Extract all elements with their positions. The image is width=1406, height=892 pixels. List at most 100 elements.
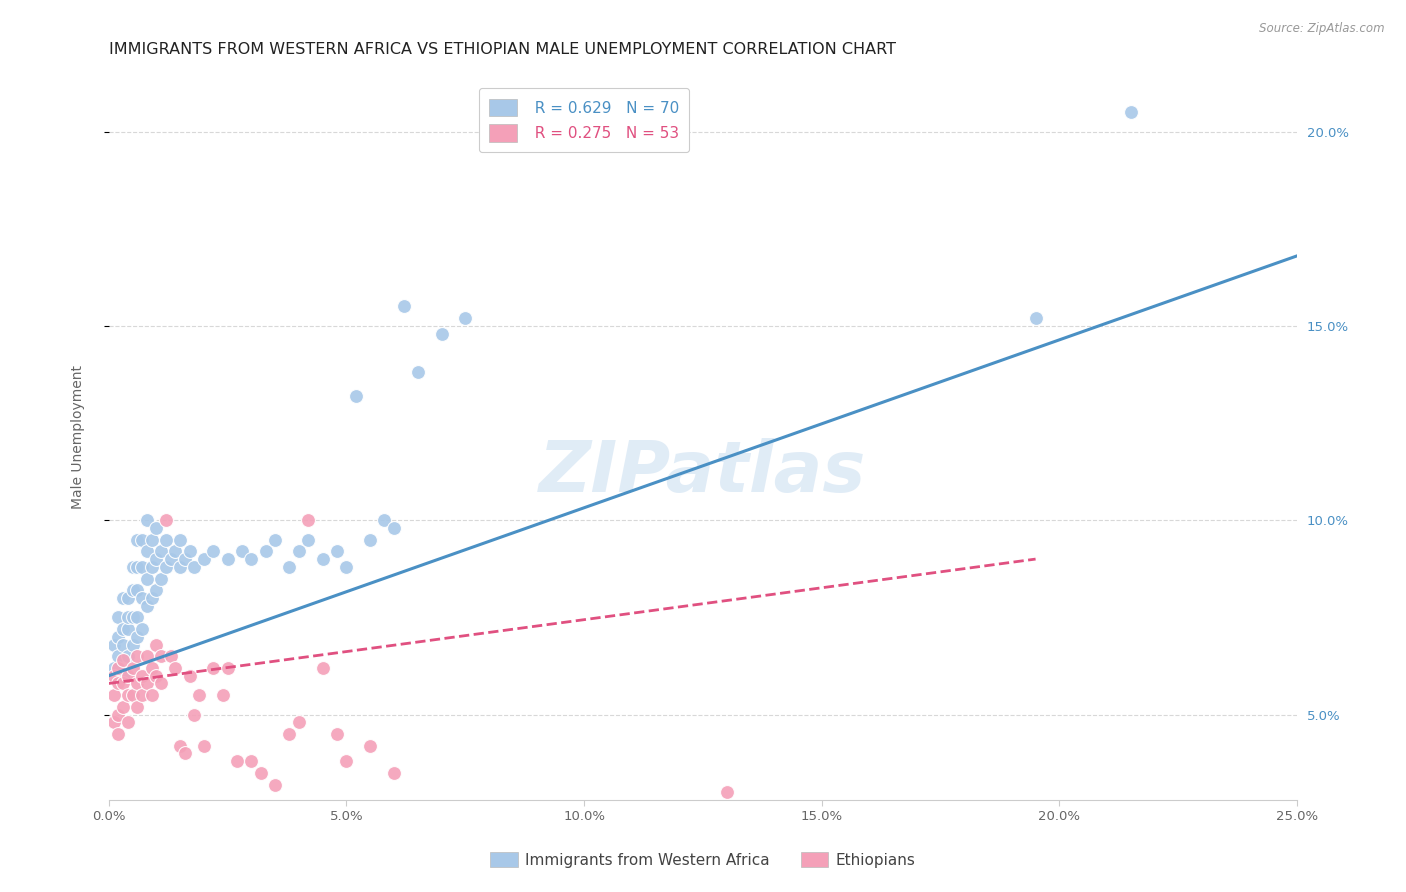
Point bbox=[406, 366, 429, 380]
Point bbox=[117, 622, 139, 636]
Point bbox=[174, 552, 197, 566]
Point bbox=[103, 688, 125, 702]
Point bbox=[169, 559, 191, 574]
Point bbox=[359, 739, 381, 753]
Point bbox=[135, 572, 157, 586]
Point bbox=[127, 583, 149, 598]
Point bbox=[278, 727, 301, 741]
Point bbox=[278, 559, 301, 574]
Point bbox=[165, 661, 187, 675]
Point bbox=[159, 552, 181, 566]
Point bbox=[382, 521, 405, 535]
Point bbox=[240, 552, 263, 566]
Point bbox=[1025, 311, 1047, 326]
Point bbox=[112, 653, 135, 667]
Point bbox=[145, 552, 167, 566]
Point bbox=[202, 544, 225, 558]
Point bbox=[127, 610, 149, 624]
Point bbox=[117, 688, 139, 702]
Point bbox=[155, 533, 177, 547]
Point bbox=[103, 715, 125, 730]
Point bbox=[107, 676, 129, 690]
Point bbox=[112, 622, 135, 636]
Point bbox=[141, 661, 163, 675]
Point bbox=[107, 727, 129, 741]
Point bbox=[107, 661, 129, 675]
Point bbox=[127, 676, 149, 690]
Point bbox=[107, 649, 129, 664]
Point bbox=[254, 544, 277, 558]
Point bbox=[107, 610, 129, 624]
Point bbox=[1119, 105, 1142, 120]
Point bbox=[312, 552, 335, 566]
Point bbox=[112, 676, 135, 690]
Point bbox=[127, 649, 149, 664]
Point bbox=[250, 765, 273, 780]
Point bbox=[103, 661, 125, 675]
Point bbox=[135, 513, 157, 527]
Point bbox=[112, 699, 135, 714]
Point bbox=[127, 533, 149, 547]
Legend: Immigrants from Western Africa, Ethiopians: Immigrants from Western Africa, Ethiopia… bbox=[482, 844, 924, 875]
Point bbox=[135, 599, 157, 613]
Point bbox=[150, 676, 173, 690]
Point bbox=[392, 300, 415, 314]
Point bbox=[155, 513, 177, 527]
Point bbox=[183, 707, 205, 722]
Point bbox=[112, 638, 135, 652]
Point bbox=[373, 513, 395, 527]
Point bbox=[117, 610, 139, 624]
Point bbox=[454, 311, 477, 326]
Point bbox=[297, 533, 319, 547]
Point bbox=[382, 765, 405, 780]
Point bbox=[179, 668, 201, 682]
Point bbox=[716, 785, 738, 799]
Point bbox=[288, 544, 311, 558]
Point bbox=[264, 778, 287, 792]
Text: IMMIGRANTS FROM WESTERN AFRICA VS ETHIOPIAN MALE UNEMPLOYMENT CORRELATION CHART: IMMIGRANTS FROM WESTERN AFRICA VS ETHIOP… bbox=[108, 42, 896, 57]
Point bbox=[240, 754, 263, 768]
Point bbox=[121, 638, 143, 652]
Point bbox=[145, 583, 167, 598]
Point bbox=[145, 668, 167, 682]
Point bbox=[335, 559, 357, 574]
Point bbox=[155, 559, 177, 574]
Point bbox=[183, 559, 205, 574]
Point bbox=[117, 591, 139, 605]
Y-axis label: Male Unemployment: Male Unemployment bbox=[72, 365, 86, 508]
Point bbox=[335, 754, 357, 768]
Point bbox=[141, 533, 163, 547]
Point bbox=[150, 649, 173, 664]
Point bbox=[127, 630, 149, 644]
Point bbox=[112, 591, 135, 605]
Point bbox=[141, 591, 163, 605]
Point bbox=[117, 668, 139, 682]
Point bbox=[145, 638, 167, 652]
Point bbox=[326, 544, 349, 558]
Point bbox=[226, 754, 249, 768]
Point bbox=[217, 552, 239, 566]
Point bbox=[131, 591, 153, 605]
Point bbox=[212, 688, 235, 702]
Point bbox=[131, 668, 153, 682]
Point bbox=[121, 688, 143, 702]
Point bbox=[264, 533, 287, 547]
Point bbox=[150, 544, 173, 558]
Point bbox=[127, 559, 149, 574]
Point bbox=[231, 544, 253, 558]
Text: ZIPatlas: ZIPatlas bbox=[540, 439, 866, 508]
Point bbox=[159, 649, 181, 664]
Point bbox=[193, 739, 215, 753]
Point bbox=[121, 610, 143, 624]
Point bbox=[135, 544, 157, 558]
Point bbox=[174, 747, 197, 761]
Point bbox=[288, 715, 311, 730]
Point bbox=[117, 649, 139, 664]
Point bbox=[135, 676, 157, 690]
Point bbox=[312, 661, 335, 675]
Point bbox=[112, 668, 135, 682]
Point bbox=[326, 727, 349, 741]
Point bbox=[188, 688, 211, 702]
Point bbox=[107, 630, 129, 644]
Point bbox=[121, 559, 143, 574]
